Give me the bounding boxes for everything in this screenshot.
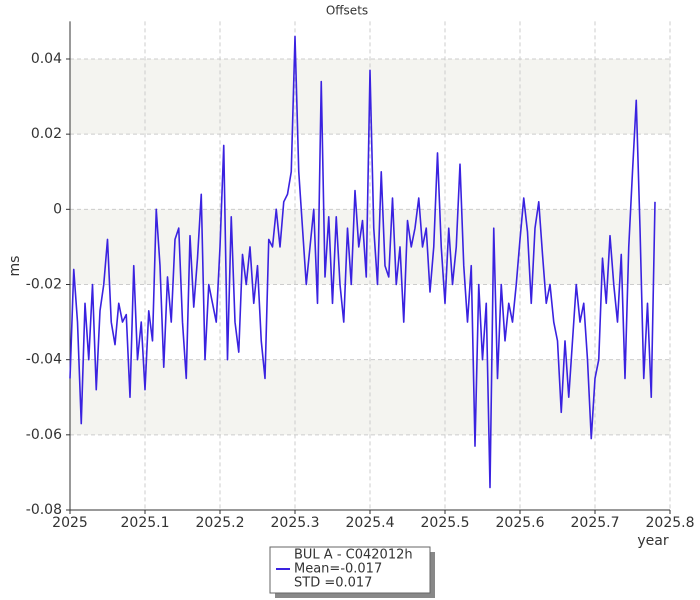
x-tick-label: 2025.2	[196, 515, 245, 531]
y-tick-label: 0.02	[31, 126, 62, 142]
x-tick-label: 2025	[52, 515, 88, 531]
legend: BUL A - C042012h Mean=-0.017 STD =0.017	[269, 546, 435, 598]
x-tick-label: 2025.5	[421, 515, 470, 531]
y-tick-label: -0.08	[26, 502, 62, 518]
legend-note: STD =0.017	[294, 576, 372, 591]
x-tick-label: 2025.3	[271, 515, 320, 531]
x-axis-label: year	[637, 533, 668, 549]
x-tick-label: 2025.8	[646, 515, 695, 531]
y-tick-label: -0.06	[26, 427, 62, 443]
y-tick-label: 0	[53, 201, 62, 217]
x-tick-label: 2025.7	[571, 515, 620, 531]
y-axis-label: ms	[7, 256, 23, 277]
legend-box	[269, 546, 431, 594]
x-tick-label: 2025.1	[121, 515, 170, 531]
legend-label: BUL A - C042012h	[294, 548, 413, 563]
legend-note: Mean=-0.017	[294, 562, 382, 577]
chart-title: Offsets	[326, 4, 368, 18]
y-tick-label: -0.04	[26, 352, 62, 368]
data-line	[69, 35, 656, 489]
x-tick-label: 2025.4	[346, 515, 395, 531]
x-tick-label: 2025.6	[496, 515, 545, 531]
y-tick-label: -0.02	[26, 276, 62, 292]
y-tick-label: 0.04	[31, 51, 62, 67]
